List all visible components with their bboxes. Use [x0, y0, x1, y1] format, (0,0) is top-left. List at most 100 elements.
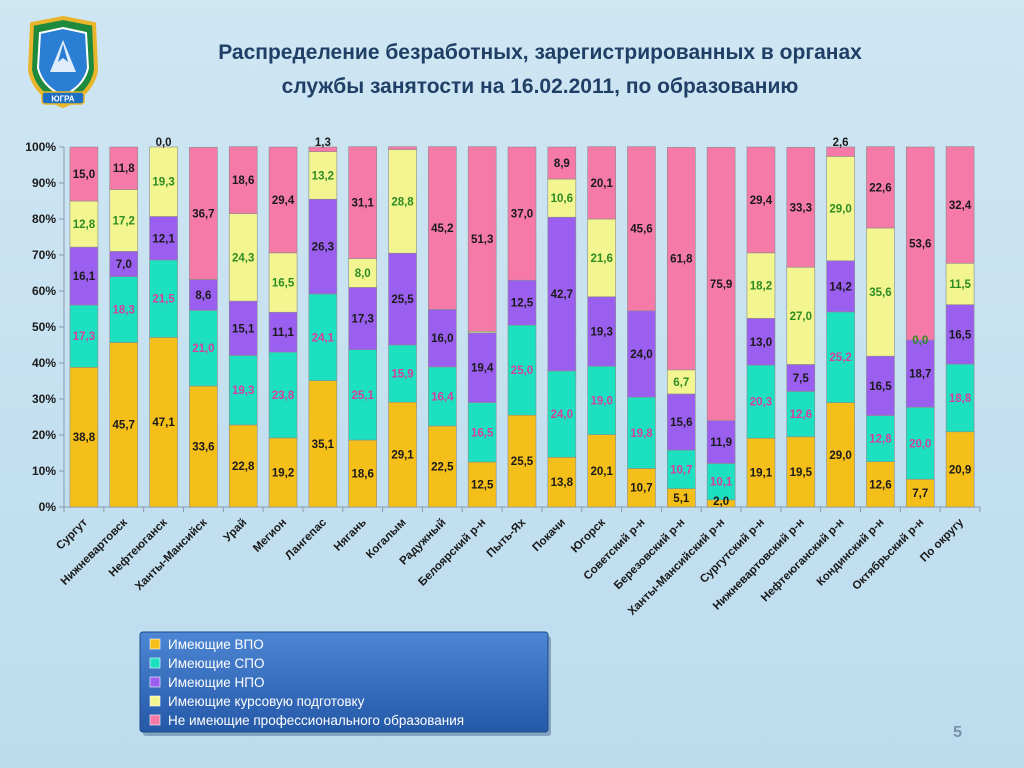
bar-segment [228, 355, 258, 426]
bar-segment [109, 146, 139, 190]
data-label: 20,1 [590, 466, 613, 478]
data-label: 19,2 [272, 467, 294, 479]
data-label: 18,8 [949, 393, 972, 405]
y-tick-label: 70% [32, 248, 56, 262]
data-label: 12,1 [152, 233, 175, 245]
data-label: 21,5 [152, 294, 175, 306]
data-label: 28,8 [391, 196, 414, 208]
data-label: 8,6 [195, 290, 211, 302]
bar-segment [428, 309, 457, 368]
data-label: 38,8 [73, 432, 96, 444]
data-label: 18,2 [750, 281, 772, 293]
chart-data-labels: 38,8 17,3 16,1 12,8 15,0 45,7 18,3 7,0 17,2 11,8 4… [73, 137, 972, 508]
data-label: 29,0 [829, 204, 851, 216]
data-label: 19,4 [471, 363, 494, 375]
data-label: 26,3 [312, 242, 334, 254]
bar-segment [627, 310, 656, 398]
chart-legend: Имеющие ВПО Имеющие СПО Имеющие НПО Имеющие… [139, 631, 551, 736]
data-label: 29,4 [272, 195, 295, 207]
data-label: 11,1 [272, 327, 294, 339]
bar-segment [547, 216, 577, 372]
bar-segment [507, 324, 537, 416]
bar-segment [826, 146, 855, 157]
data-label: 45,2 [431, 223, 453, 235]
category-label: Лангепас [283, 516, 329, 562]
data-label: 24,1 [312, 332, 335, 344]
bar-segment [746, 364, 776, 439]
data-label: 18,3 [113, 305, 135, 317]
bar-segment [189, 310, 218, 387]
data-label: 25,1 [352, 390, 375, 402]
data-label: 8,9 [554, 158, 570, 170]
data-label: 5,1 [673, 493, 690, 505]
data-label: 25,2 [829, 352, 851, 364]
data-label: 20,1 [590, 178, 613, 190]
data-label: 13,8 [551, 477, 574, 489]
bar-segment [746, 146, 776, 254]
data-label: 25,5 [391, 294, 414, 306]
data-label: 42,7 [551, 289, 573, 301]
data-label: 29,0 [829, 450, 851, 462]
data-label: 45,7 [113, 420, 135, 432]
data-label: 8,0 [355, 268, 371, 280]
data-label: 32,4 [949, 200, 972, 212]
bar-segment [627, 146, 656, 312]
legend-swatch [149, 695, 161, 707]
bar-segment [228, 213, 258, 302]
legend-item-label: Имеющие НПО [168, 675, 264, 690]
data-label: 51,3 [471, 234, 493, 246]
data-label: 12,8 [869, 434, 892, 446]
category-label: По округу [918, 516, 966, 564]
bar-segment [268, 311, 298, 353]
bar-segment [109, 189, 139, 252]
data-label: 33,6 [192, 442, 214, 454]
data-label: 11,5 [949, 279, 971, 291]
data-label: 17,3 [73, 331, 95, 343]
legend-swatch [149, 657, 161, 669]
title-line-2: службы занятости на 16.02.2011, по образ… [281, 75, 799, 98]
bar-segment [905, 146, 935, 341]
bar-segment [587, 434, 616, 508]
data-label: 27,0 [790, 311, 812, 323]
data-label: 0,0 [156, 137, 172, 149]
legend-swatch [149, 638, 161, 650]
y-tick-label: 100% [25, 140, 56, 154]
data-label: 24,0 [630, 349, 652, 361]
emblem-logo: ЮГРА [27, 15, 99, 109]
data-label: 10,7 [670, 464, 692, 476]
data-label: 1,3 [315, 137, 331, 149]
bar-segment [69, 246, 99, 306]
bar-segment [348, 287, 377, 350]
bar-segment [507, 414, 537, 508]
bar-segment [746, 252, 776, 319]
bar-segment [945, 262, 975, 305]
category-label: Мегион [251, 517, 289, 555]
data-label: 20,3 [750, 397, 772, 409]
y-tick-label: 0% [39, 500, 57, 514]
data-label: 61,8 [670, 254, 693, 266]
bar-segment [945, 146, 975, 264]
chart-bars [69, 146, 975, 508]
data-label: 21,6 [590, 253, 612, 265]
data-label: 25,5 [511, 456, 534, 468]
data-label: 16,4 [431, 391, 454, 403]
bar-segment [348, 146, 377, 259]
data-label: 37,0 [511, 209, 533, 221]
data-label: 21,0 [192, 343, 214, 355]
chart-category-labels: СургутНижневартовскНефтеюганскХанты-Манс… [54, 516, 966, 618]
bar-segment [706, 420, 736, 464]
data-label: 23,8 [272, 390, 295, 402]
data-label: 18,7 [909, 369, 931, 381]
bar-segment [905, 478, 935, 508]
data-label: 47,1 [152, 417, 175, 429]
data-label: 17,2 [113, 215, 135, 227]
legend-box [139, 631, 549, 733]
data-label: 75,9 [710, 279, 732, 291]
bar-segment [308, 380, 338, 508]
data-label: 22,6 [869, 182, 891, 194]
data-label: 10,7 [630, 483, 652, 495]
category-label: Пыть-Ях [485, 516, 529, 560]
bar-segment [467, 402, 497, 463]
bar-segment [507, 146, 537, 281]
bar-segment [905, 406, 935, 480]
